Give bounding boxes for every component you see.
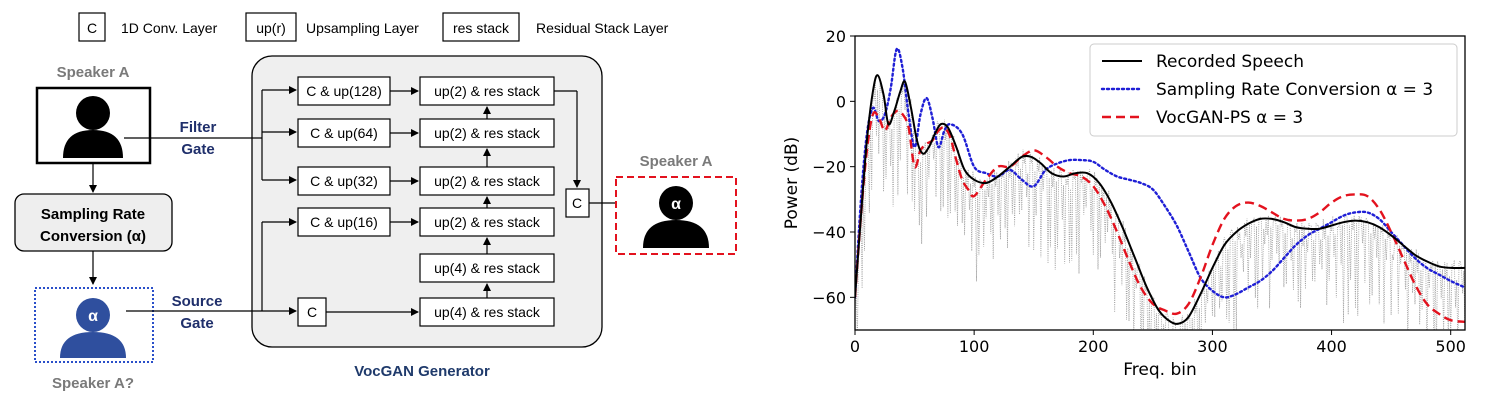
filter-gate-label-1: Filter [180, 119, 217, 136]
y-tick-label: −40 [812, 223, 846, 242]
x-tick-label: 100 [959, 337, 990, 356]
x-tick-label: 300 [1197, 337, 1228, 356]
x-tick-label: 0 [850, 337, 860, 356]
source-gate-label-1: Source [172, 293, 223, 310]
left-block-1: C & up(128) [306, 83, 381, 99]
src-box-line1: Sampling Rate [41, 206, 145, 223]
right-block-6: up(4) & res stack [434, 304, 541, 320]
left-block-3: C & up(32) [310, 173, 378, 189]
alpha-label-output: α [671, 196, 681, 213]
plot-frame [854, 35, 1466, 331]
right-block-5: up(4) & res stack [434, 260, 541, 276]
left-block-2: C & up(64) [310, 125, 378, 141]
right-block-2: up(2) & res stack [434, 125, 541, 141]
right-block-1: up(2) & res stack [434, 83, 541, 99]
legend-res-label: Residual Stack Layer [536, 20, 669, 36]
x-tick-label: 400 [1316, 337, 1347, 356]
x-axis-label: Freq. bin [1123, 360, 1197, 380]
y-tick-label: −20 [812, 158, 846, 177]
legend-label-1: Sampling Rate Conversion α = 3 [1156, 80, 1433, 100]
legend-up-box [245, 12, 297, 42]
speaker-a-question-label: Speaker A? [52, 375, 134, 392]
legend-box [1089, 43, 1458, 137]
legend-res-box [442, 12, 520, 42]
legend-conv-symbol: C [87, 20, 97, 36]
speaker-a-top-label: Speaker A [57, 64, 130, 81]
y-tick-label: 20 [826, 27, 846, 46]
y-tick-label: 0 [836, 92, 846, 111]
series-line-1 [855, 47, 1465, 299]
left-block-5: C [307, 304, 317, 320]
legend-res-symbol: res stack [453, 20, 510, 36]
legend-label-0: Recorded Speech [1156, 52, 1304, 72]
right-block-3: up(2) & res stack [434, 173, 541, 189]
left-block-column: C & up(128) C & up(64) C & up(32) C & up… [297, 76, 391, 327]
right-block-4: up(2) & res stack [434, 214, 541, 230]
legend-label-2: VocGAN-PS α = 3 [1156, 108, 1303, 128]
x-tick-label: 200 [1078, 337, 1109, 356]
y-tick-label: −60 [812, 288, 846, 307]
filter-gate-label-2: Gate [181, 141, 214, 158]
diagram-legend: C 1D Conv. Layer up(r) Upsampling Layer … [78, 12, 669, 42]
speaker-alpha-output-icon: α [643, 186, 709, 248]
speaker-a-output-label: Speaker A [640, 153, 713, 170]
speaker-silhouette-icon [63, 96, 123, 158]
speaker-alpha-blue-icon: α [60, 298, 126, 358]
src-box-line2: Conversion (α) [40, 228, 146, 245]
x-tick-label: 500 [1435, 337, 1466, 356]
legend-up-label: Upsampling Layer [306, 20, 419, 36]
source-gate-label-2: Gate [180, 315, 213, 332]
output-conv-label: C [572, 195, 582, 211]
alpha-label-blue: α [88, 308, 98, 325]
legend-conv-box [78, 12, 106, 42]
right-block-column: up(2) & res stack up(2) & res stack up(2… [419, 76, 555, 327]
left-block-4: C & up(16) [310, 214, 378, 230]
y-axis-label: Power (dB) [782, 137, 802, 230]
legend-conv-label: 1D Conv. Layer [121, 20, 218, 36]
series-line-2 [855, 109, 1465, 323]
recorded-speech-raw-trace [855, 76, 1465, 330]
legend-up-symbol: up(r) [256, 20, 286, 36]
vocgan-generator-label: VocGAN Generator [354, 363, 490, 380]
series-line-0 [855, 74, 1465, 325]
